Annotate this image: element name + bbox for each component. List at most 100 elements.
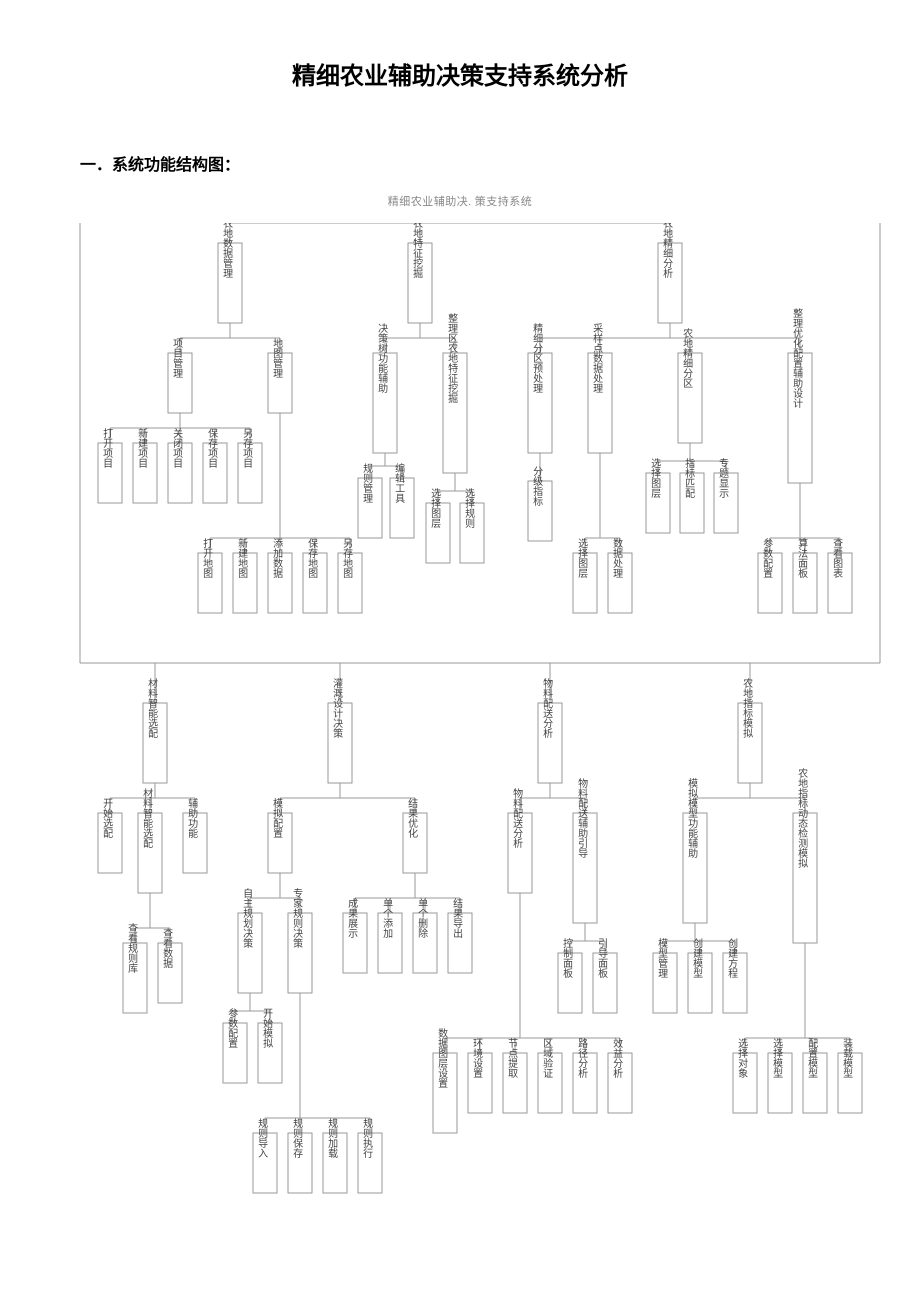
- tree-node: 采样点数据处理: [588, 323, 612, 453]
- tree-node: 引导面板: [593, 938, 617, 1013]
- tree-node-label: 指标匹配: [683, 457, 695, 498]
- tree-node-label: 灌溉设计决策: [331, 678, 343, 739]
- tree-node: 开始模拟: [258, 1008, 282, 1083]
- tree-link: [745, 943, 850, 1053]
- tree-node: 新建地图: [233, 537, 257, 613]
- tree-node-label: 规则导入: [256, 1117, 268, 1158]
- tree-node: 模拟配置: [268, 798, 292, 873]
- tree-node-label: 农地特征挖掘: [411, 223, 423, 279]
- tree-node-label: 参数配置: [226, 1007, 238, 1048]
- tree-node-label: 规则保存: [291, 1117, 303, 1158]
- tree-link: [695, 783, 805, 813]
- tree-node-label: 引导面板: [596, 938, 608, 979]
- tree-node-label: 路径分析: [576, 1037, 588, 1079]
- tree-node-label: 选择规则: [463, 487, 475, 529]
- tree-node: 选择规则: [460, 487, 484, 563]
- tree-node: 地图管理: [268, 337, 292, 413]
- tree-node-label: 材料智能选配: [146, 677, 158, 738]
- tree-node: 选择图层: [426, 487, 450, 563]
- tree-node: 保存地图: [303, 537, 327, 613]
- tree-node-label: 选择模型: [771, 1037, 783, 1078]
- tree-link: [210, 413, 350, 553]
- tree-node-label: 单个删除: [416, 898, 428, 938]
- tree-node: 区域验证: [538, 1038, 562, 1113]
- tree-node-label: 自主规划决策: [241, 887, 253, 949]
- tree-node-label: 创建模型: [691, 937, 703, 978]
- tree-link: [280, 783, 415, 813]
- tree-node: 路径分析: [573, 1037, 597, 1113]
- tree-node-label: 农地精细分析: [661, 223, 673, 279]
- tree-node: 规则导入: [253, 1117, 277, 1193]
- tree-link: [110, 783, 195, 813]
- tree-node: 专题显示: [714, 457, 738, 533]
- tree-node-label: 选择对象: [736, 1037, 748, 1078]
- tree-node-label: 决策树功能辅助: [376, 323, 388, 394]
- tree-node: 模拟模型功能辅助: [683, 778, 707, 923]
- tree-node: 查看图表: [828, 537, 852, 613]
- tree-node-label: 规则加载: [326, 1117, 338, 1159]
- tree-node: 选择图层: [646, 457, 670, 533]
- tree-node-label: 打开项目: [101, 427, 113, 468]
- tree-node-label: 规则执行: [361, 1117, 373, 1159]
- tree-node-label: 成果展示: [346, 898, 358, 938]
- diagram-container: 精细农业辅助决. 策支持系统 农地数据管理农地特征挖掘农地精细分析项目管理地图管…: [30, 193, 890, 1263]
- tree-node-label: 查看图表: [831, 537, 843, 579]
- tree-node: 打开项目: [98, 427, 122, 503]
- tree-node: 物料配送分析: [508, 787, 532, 893]
- tree-node: 打开地图: [198, 537, 222, 613]
- tree-node-label: 保存项目: [206, 427, 218, 468]
- tree-node-label: 开始模拟: [261, 1008, 273, 1048]
- tree-node-label: 整理优化配置辅助设计: [791, 307, 803, 409]
- tree-node-label: 材料智能选配: [141, 787, 153, 848]
- tree-node-label: 农地精细分区: [681, 327, 693, 388]
- tree-node: 自主规划决策: [238, 887, 262, 993]
- tree-link: [540, 323, 800, 353]
- tree-node-label: 选择图层: [576, 537, 588, 579]
- tree-node: 参数配置: [758, 537, 782, 613]
- tree-node: 另存地图: [338, 538, 362, 613]
- tree-node: 规则执行: [358, 1117, 382, 1193]
- tree-node: 关闭项目: [168, 427, 192, 503]
- tree-node: 物料配送分析: [538, 677, 562, 783]
- tree-node: 选择图层: [573, 537, 597, 613]
- tree-node: 指标匹配: [680, 457, 704, 533]
- tree-node-label: 查看数据: [161, 927, 173, 969]
- tree-node: 环境设置: [468, 1038, 492, 1113]
- tree-node: 配置模型: [803, 1038, 827, 1113]
- tree-node-label: 参数配置: [761, 537, 773, 578]
- tree-node: 选择模型: [768, 1037, 792, 1113]
- tree-node-label: 采样点数据处理: [591, 323, 603, 393]
- tree-node: 查看数据: [158, 927, 182, 1003]
- tree-link: [230, 223, 670, 243]
- tree-node: 物料配送辅助引导: [573, 777, 597, 923]
- tree-node-label: 模拟配置: [271, 798, 283, 838]
- tree-node-label: 项目管理: [171, 338, 183, 378]
- tree-node: 添加数据: [268, 537, 292, 613]
- tree-node: 选择对象: [733, 1037, 757, 1113]
- tree-node: 创建方程: [723, 937, 747, 1013]
- tree-node-label: 开始选配: [101, 798, 113, 838]
- tree-node: 结果优化: [403, 797, 427, 873]
- tree-node: 材料智能选配: [138, 787, 162, 893]
- tree-node-label: 整理区农地特征挖掘: [446, 312, 458, 404]
- tree-node-label: 规则管理: [361, 462, 373, 503]
- tree-node-label: 分级指标: [531, 466, 543, 507]
- tree-node: 农地指标动态检测模拟: [793, 767, 817, 943]
- tree-node-label: 选择图层: [649, 457, 661, 499]
- tree-node-label: 农地数据管理: [221, 223, 233, 278]
- tree-node-label: 区域验证: [541, 1038, 553, 1078]
- tree-link: [355, 873, 460, 913]
- tree-node-label: 配置模型: [806, 1038, 818, 1078]
- tree-node-label: 算法面板: [796, 537, 808, 579]
- page-title: 精细农业辅助决策支持系统分析: [20, 56, 900, 91]
- tree-node: 规则加载: [323, 1117, 347, 1193]
- tree-node: 控制面板: [558, 937, 582, 1013]
- tree-node-label: 物料配送辅助引导: [576, 777, 588, 858]
- tree-node: 模型管理: [653, 938, 677, 1013]
- tree-node-label: 模拟模型功能辅助: [686, 778, 698, 859]
- tree-node-label: 专题显示: [717, 457, 729, 498]
- tree-node-label: 物料配送分析: [511, 787, 523, 849]
- tree-node-label: 结果优化: [406, 797, 418, 838]
- tree-node: 数据图层设置: [433, 1027, 457, 1133]
- tree-node-label: 创建方程: [726, 937, 738, 978]
